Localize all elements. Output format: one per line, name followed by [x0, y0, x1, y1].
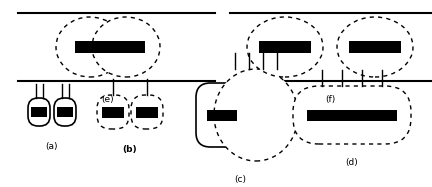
- Text: (f): (f): [325, 95, 335, 104]
- Bar: [102, 107, 124, 117]
- FancyBboxPatch shape: [28, 98, 50, 126]
- Ellipse shape: [337, 17, 413, 77]
- Text: (e): (e): [102, 95, 114, 104]
- Text: (b): (b): [123, 145, 137, 154]
- Ellipse shape: [214, 69, 298, 161]
- Bar: [349, 41, 401, 53]
- FancyBboxPatch shape: [54, 98, 76, 126]
- FancyBboxPatch shape: [131, 95, 163, 129]
- Ellipse shape: [92, 17, 160, 77]
- Ellipse shape: [56, 17, 124, 77]
- FancyBboxPatch shape: [196, 83, 248, 147]
- Bar: [57, 107, 73, 117]
- Bar: [31, 107, 47, 117]
- Text: (c): (c): [234, 175, 246, 184]
- Bar: [307, 110, 397, 120]
- Ellipse shape: [247, 17, 323, 77]
- Text: (a): (a): [46, 142, 58, 151]
- Bar: [75, 41, 145, 53]
- FancyBboxPatch shape: [97, 95, 129, 129]
- Bar: [207, 110, 237, 120]
- Bar: [136, 107, 158, 117]
- FancyBboxPatch shape: [293, 86, 411, 144]
- Text: (d): (d): [346, 158, 359, 167]
- Bar: [259, 41, 311, 53]
